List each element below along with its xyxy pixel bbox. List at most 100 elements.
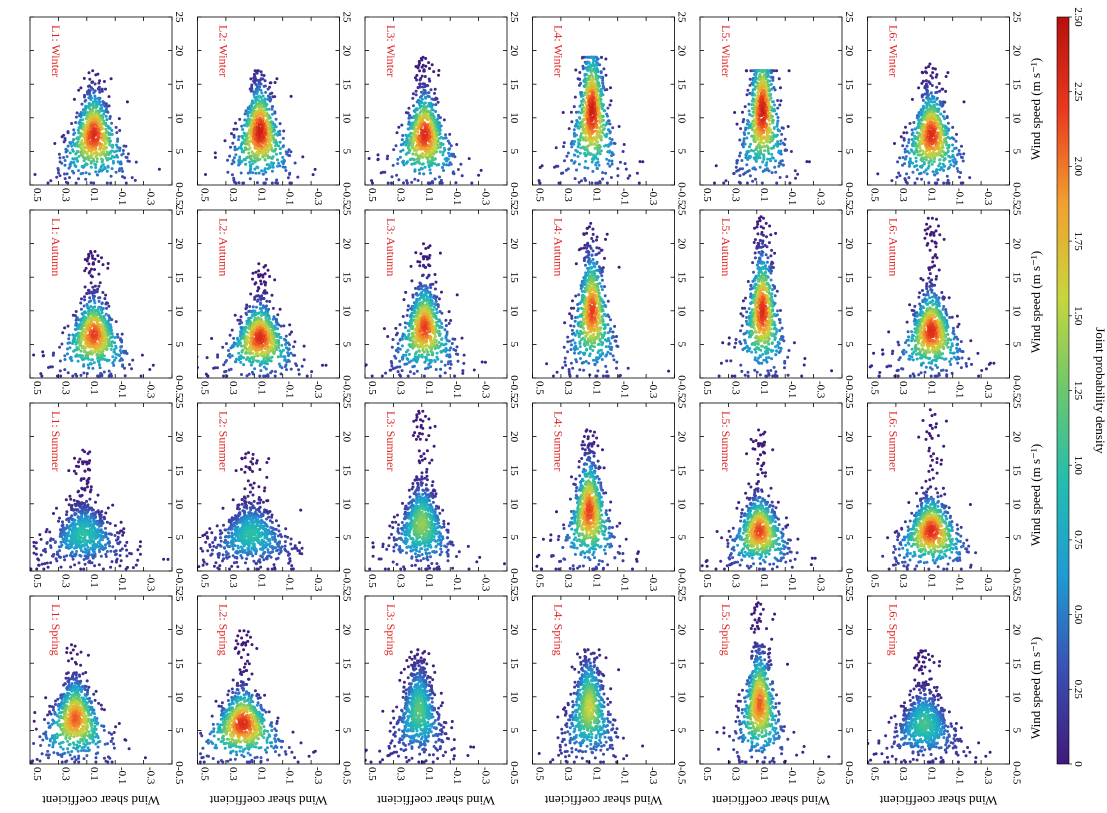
- data-point: [90, 352, 94, 356]
- data-point: [71, 673, 75, 677]
- data-point: [298, 541, 301, 545]
- data-point: [52, 751, 56, 755]
- data-point: [229, 521, 233, 525]
- data-point: [280, 545, 284, 549]
- shear-tick-label: -0.1: [284, 574, 296, 591]
- data-point: [259, 732, 263, 736]
- data-point: [117, 117, 121, 121]
- data-point: [104, 535, 108, 539]
- data-point: [251, 554, 255, 558]
- data-point: [235, 723, 239, 727]
- data-point: [251, 700, 255, 704]
- data-point: [50, 734, 54, 738]
- data-point: [93, 97, 97, 101]
- data-point: [230, 535, 234, 539]
- data-point: [242, 363, 246, 367]
- data-point: [257, 541, 261, 545]
- data-point: [243, 496, 247, 500]
- data-point: [101, 531, 105, 535]
- data-point: [205, 531, 209, 535]
- data-point: [270, 536, 274, 539]
- data-point: [84, 740, 88, 743]
- data-point: [111, 737, 114, 740]
- data-point: [59, 753, 62, 757]
- data-point: [76, 508, 80, 512]
- data-point: [59, 565, 63, 569]
- data-point: [225, 713, 229, 717]
- data-point: [238, 629, 242, 633]
- data-point: [98, 100, 102, 104]
- data-point: [87, 553, 91, 557]
- data-point: [55, 552, 59, 556]
- data-point: [56, 714, 59, 718]
- density-points: [197, 451, 304, 571]
- data-point: [61, 732, 65, 736]
- data-point: [118, 554, 122, 557]
- data-point: [247, 719, 251, 723]
- data-point: [236, 688, 240, 692]
- data-point: [88, 736, 92, 740]
- data-point: [84, 124, 88, 128]
- data-point: [88, 270, 92, 273]
- data-point: [93, 94, 97, 98]
- wind-tick-label: 10: [341, 498, 353, 510]
- data-point: [76, 749, 80, 753]
- data-point: [202, 760, 206, 764]
- data-point: [255, 736, 259, 740]
- data-point: [113, 534, 117, 537]
- shear-tick-label: -0.1: [116, 381, 128, 398]
- data-point: [93, 82, 97, 86]
- data-point: [234, 697, 238, 701]
- data-point: [234, 744, 238, 748]
- data-point: [247, 523, 251, 527]
- data-point: [99, 118, 103, 122]
- data-point: [74, 464, 78, 468]
- data-point: [234, 514, 237, 518]
- data-point: [75, 502, 79, 506]
- data-point: [61, 747, 65, 751]
- data-point: [91, 366, 95, 370]
- data-point: [252, 530, 256, 534]
- data-point: [57, 555, 61, 559]
- data-point: [234, 517, 238, 521]
- data-point: [79, 307, 83, 311]
- data-point: [212, 734, 216, 738]
- shear-tick-label: -0.5: [341, 767, 353, 785]
- data-point: [215, 546, 218, 549]
- data-point: [75, 728, 79, 732]
- data-point: [225, 540, 229, 544]
- data-point: [91, 548, 95, 551]
- data-point: [82, 477, 86, 481]
- data-point: [94, 163, 98, 167]
- data-point: [76, 490, 80, 494]
- data-point: [69, 724, 72, 728]
- data-point: [87, 352, 91, 356]
- data-point: [259, 565, 263, 569]
- data-point: [73, 714, 77, 718]
- data-point: [289, 542, 293, 546]
- data-point: [254, 562, 258, 566]
- data-point: [230, 564, 234, 568]
- data-point: [72, 142, 76, 146]
- data-point: [91, 508, 95, 512]
- data-point: [91, 136, 95, 139]
- data-point: [107, 95, 111, 99]
- data-point: [100, 332, 104, 336]
- data-point: [76, 140, 80, 143]
- data-point: [87, 719, 91, 722]
- wind-tick-label: 5: [173, 342, 185, 348]
- wind-tick-label: 0: [173, 568, 185, 574]
- data-point: [64, 735, 68, 739]
- data-point: [109, 157, 113, 160]
- data-point: [65, 155, 69, 159]
- data-point: [260, 722, 264, 726]
- data-point: [110, 129, 114, 132]
- data-point: [69, 541, 73, 545]
- data-point: [88, 331, 92, 335]
- data-point: [45, 528, 49, 531]
- data-point: [99, 535, 103, 539]
- data-point: [90, 254, 94, 258]
- data-point: [89, 102, 92, 106]
- data-point: [56, 167, 60, 170]
